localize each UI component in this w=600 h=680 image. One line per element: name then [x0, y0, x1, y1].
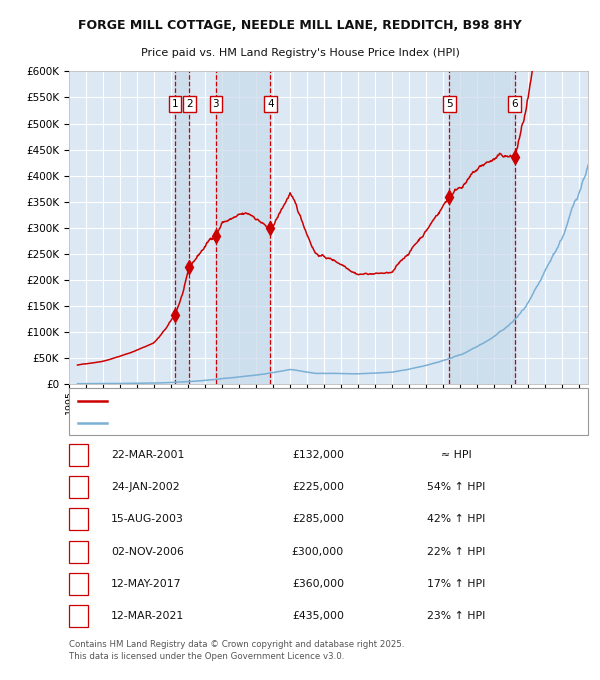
Text: 42% ↑ HPI: 42% ↑ HPI: [427, 514, 485, 524]
Text: 4: 4: [267, 99, 274, 109]
Text: HPI: Average price, detached house, Redditch: HPI: Average price, detached house, Redd…: [113, 418, 331, 427]
Text: FORGE MILL COTTAGE, NEEDLE MILL LANE, REDDITCH, B98 8HY: FORGE MILL COTTAGE, NEEDLE MILL LANE, RE…: [78, 19, 522, 32]
Text: 3: 3: [75, 514, 82, 524]
Text: 5: 5: [75, 579, 82, 589]
Text: Contains HM Land Registry data © Crown copyright and database right 2025.
This d: Contains HM Land Registry data © Crown c…: [69, 639, 404, 661]
Text: 1: 1: [172, 99, 178, 109]
Text: 2: 2: [186, 99, 193, 109]
Text: 6: 6: [75, 611, 82, 622]
Text: 22-MAR-2001: 22-MAR-2001: [111, 449, 184, 460]
Text: £285,000: £285,000: [292, 514, 344, 524]
Text: 1: 1: [75, 449, 82, 460]
Text: Price paid vs. HM Land Registry's House Price Index (HPI): Price paid vs. HM Land Registry's House …: [140, 48, 460, 58]
Text: 17% ↑ HPI: 17% ↑ HPI: [427, 579, 485, 589]
Text: 12-MAY-2017: 12-MAY-2017: [111, 579, 182, 589]
Text: 24-JAN-2002: 24-JAN-2002: [111, 482, 179, 492]
Text: £435,000: £435,000: [292, 611, 344, 622]
Text: 12-MAR-2021: 12-MAR-2021: [111, 611, 184, 622]
Bar: [216, 71, 271, 384]
Text: 22% ↑ HPI: 22% ↑ HPI: [427, 547, 485, 557]
Text: 54% ↑ HPI: 54% ↑ HPI: [427, 482, 485, 492]
Text: 23% ↑ HPI: 23% ↑ HPI: [427, 611, 485, 622]
Text: 3: 3: [212, 99, 219, 109]
Text: 15-AUG-2003: 15-AUG-2003: [111, 514, 184, 524]
Text: £360,000: £360,000: [292, 579, 344, 589]
Text: FORGE MILL COTTAGE, NEEDLE MILL LANE, REDDITCH, B98 8HY (detached house): FORGE MILL COTTAGE, NEEDLE MILL LANE, RE…: [113, 396, 500, 405]
Text: 2: 2: [75, 482, 82, 492]
Bar: [175, 71, 190, 384]
Text: £132,000: £132,000: [292, 449, 344, 460]
Text: £225,000: £225,000: [292, 482, 344, 492]
Text: 02-NOV-2006: 02-NOV-2006: [111, 547, 184, 557]
Text: 5: 5: [446, 99, 453, 109]
Text: 4: 4: [75, 547, 82, 557]
Text: 6: 6: [511, 99, 518, 109]
Bar: [449, 71, 515, 384]
Text: ≈ HPI: ≈ HPI: [440, 449, 472, 460]
Text: £300,000: £300,000: [292, 547, 344, 557]
